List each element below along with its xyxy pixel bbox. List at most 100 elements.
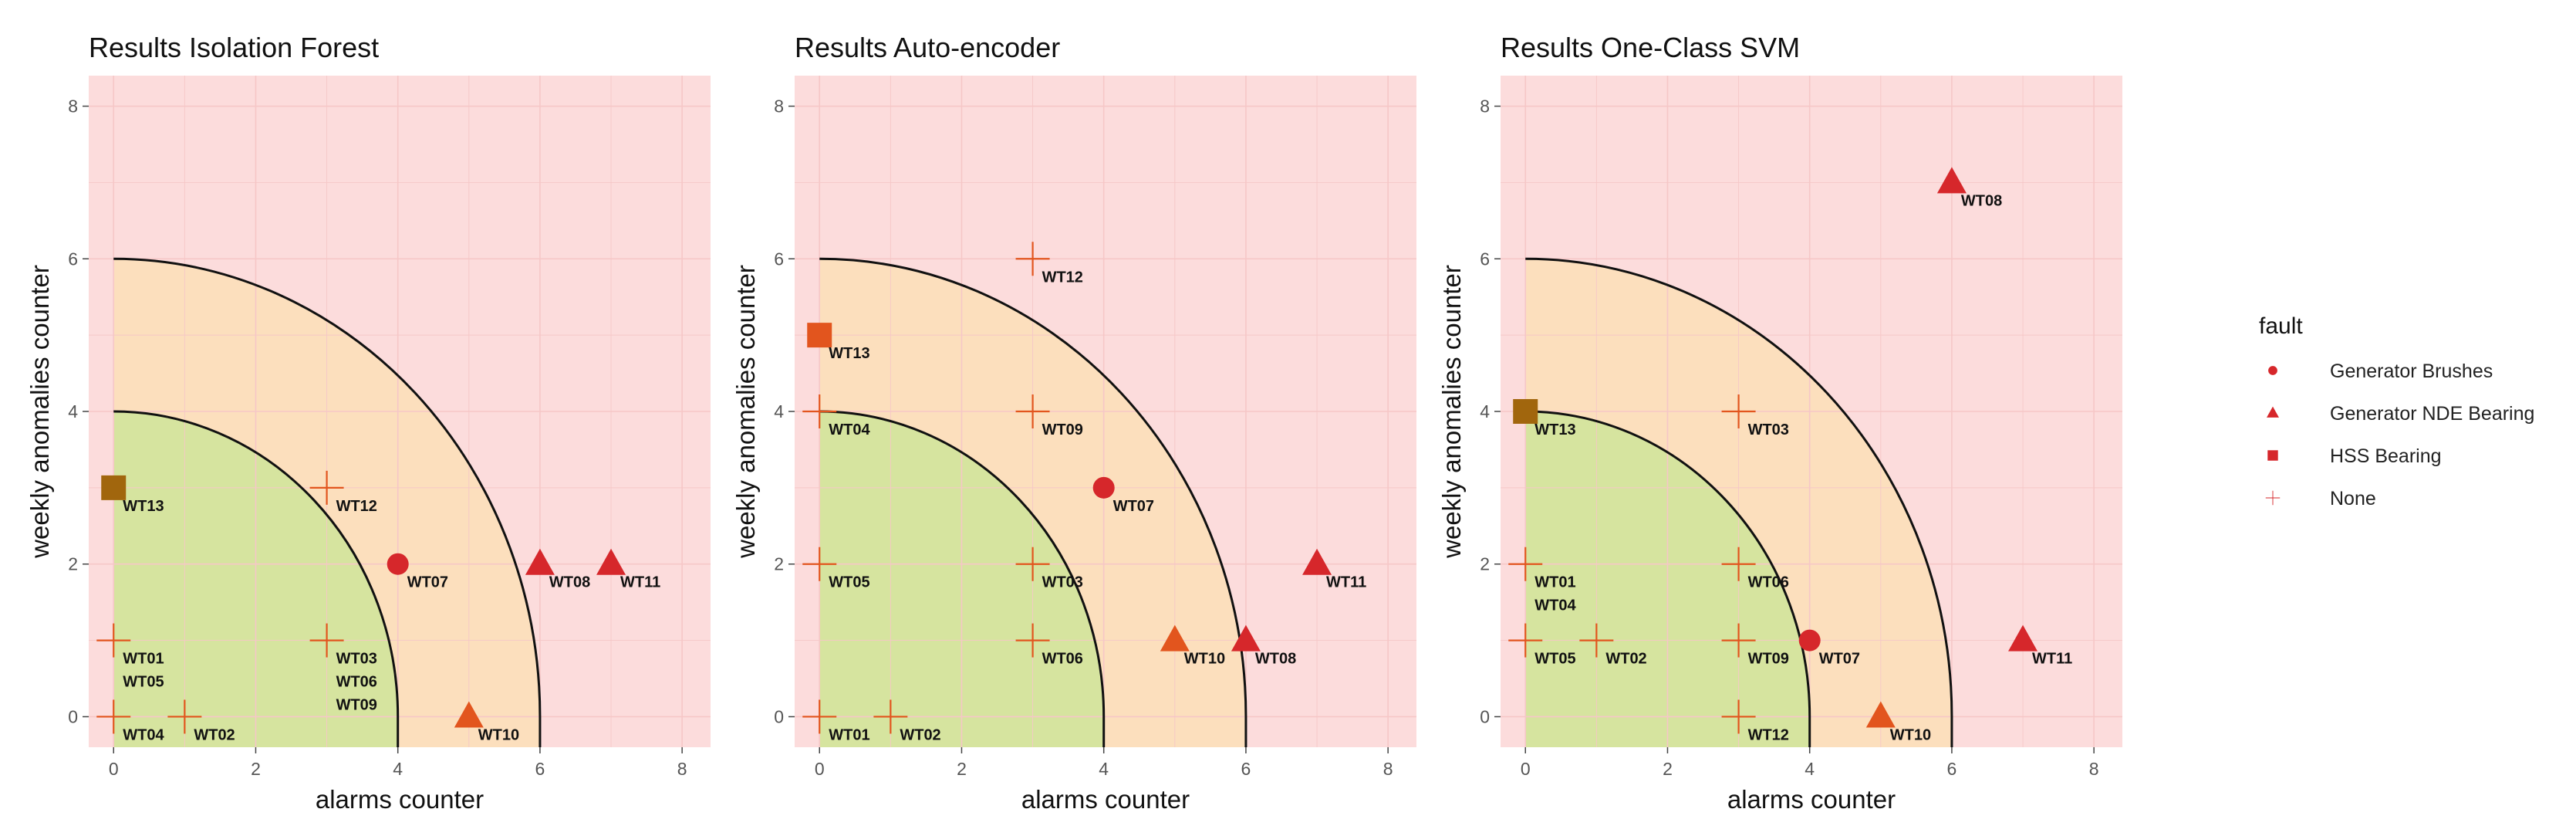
legend-marker-square [2267, 450, 2278, 461]
x-tick-label: 4 [393, 759, 403, 779]
x-axis-title: alarms counter [316, 785, 484, 814]
point-label: WT08 [1961, 192, 2002, 209]
point-label: WT05 [829, 574, 869, 591]
data-point-wt02: WT02 [1579, 623, 1647, 668]
y-tick-label: 6 [68, 249, 78, 269]
legend-marker-circle [2268, 366, 2277, 375]
x-axis-title: alarms counter [1021, 785, 1190, 814]
y-tick-label: 2 [1480, 554, 1490, 574]
point-marker-cross [1579, 623, 1614, 658]
data-point-wt02: WT02 [167, 699, 235, 743]
point-label: WT12 [1042, 269, 1083, 286]
point-marker-square [101, 475, 127, 500]
point-label: WT12 [1748, 726, 1789, 743]
boundary-outer-arc [819, 257, 1247, 747]
point-label: WT13 [1534, 421, 1575, 438]
data-point-wt03: WT03 [1721, 394, 1789, 438]
boundary-outer-arc [1525, 257, 1953, 747]
point-marker-triangle [596, 548, 626, 575]
x-tick-label: 0 [815, 759, 825, 779]
legend-item-none: None [2265, 488, 2376, 509]
x-tick-label: 2 [1663, 759, 1673, 779]
point-label: WT09 [1042, 421, 1083, 438]
point-marker-triangle [1160, 624, 1190, 652]
data-point-wt11: WT11 [1302, 548, 1366, 591]
point-label: WT11 [1326, 574, 1366, 591]
x-tick-label: 8 [2089, 759, 2099, 779]
panel-title: Results Isolation Forest [89, 32, 379, 63]
boundary-inner-arc [113, 410, 400, 747]
point-marker-cross [1015, 394, 1050, 428]
data-point-wt03-wt06-wt09: WT03 WT06 WT09 [309, 623, 377, 714]
x-tick-label: 0 [109, 759, 119, 779]
x-tick-label: 6 [1241, 759, 1251, 779]
panel-results-isolation-forest: WT13 WT12 WT07 WT08 WT11 WT01 WT05 WT03 WT06 WT09… [25, 32, 711, 814]
data-point-wt03: WT03 [1015, 547, 1083, 591]
point-label: WT01 [123, 651, 164, 668]
boundary-outer-arc [113, 257, 542, 747]
data-point-wt10: WT10 [1865, 701, 1931, 743]
y-tick-label: 0 [1480, 706, 1490, 726]
point-marker-cross [1015, 547, 1050, 581]
point-label: WT01 [1534, 574, 1575, 591]
panel-results-one-class-svm: WT08 WT13 WT03 WT01 WT04 WT06 WT05 WT02 WT09 WT07… [1437, 32, 2122, 814]
y-tick-label: 0 [68, 706, 78, 726]
data-point-wt01: WT01 [802, 699, 870, 743]
y-axis-title: weekly anomalies counter [731, 265, 760, 559]
point-label: WT06 [336, 674, 377, 691]
point-marker-cross [873, 699, 908, 734]
point-marker-square [807, 323, 832, 348]
y-tick-label: 6 [774, 249, 784, 269]
y-tick-label: 8 [1480, 96, 1490, 117]
legend-title: fault [2259, 313, 2303, 339]
point-marker-cross [1508, 623, 1543, 658]
point-marker-cross [802, 394, 837, 428]
point-marker-cross [96, 623, 131, 658]
legend-marker-cross [2265, 490, 2281, 506]
data-point-wt12: WT12 [1015, 242, 1083, 286]
x-tick-label: 6 [535, 759, 545, 779]
point-label: WT02 [900, 726, 940, 743]
plot-area: WT13 WT12 WT07 WT08 WT11 WT01 WT05 WT03 WT06 WT09… [89, 76, 711, 747]
data-point-wt09: WT09 [1015, 394, 1083, 438]
point-label: WT11 [2032, 651, 2072, 668]
x-tick-label: 2 [957, 759, 967, 779]
legend-marker-triangle [2267, 406, 2279, 418]
point-label: WT04 [1534, 597, 1576, 614]
point-label: WT07 [1819, 651, 1860, 668]
data-point-wt12: WT12 [309, 470, 377, 515]
point-marker-cross [1721, 699, 1756, 734]
data-point-wt08: WT08 [525, 548, 590, 591]
point-marker-square [1513, 399, 1538, 424]
point-label: WT12 [336, 498, 377, 515]
data-point-wt07: WT07 [1798, 629, 1860, 668]
boundary-inner-arc [819, 410, 1106, 747]
y-tick-label: 4 [68, 401, 78, 421]
axis-ticks: 0 2 4 6 8 0 2 4 6 8 [774, 96, 1393, 779]
point-label: WT07 [407, 574, 448, 591]
point-label: WT02 [1605, 651, 1646, 668]
point-marker-triangle [454, 701, 484, 728]
y-tick-label: 0 [774, 706, 784, 726]
y-axis-title: weekly anomalies counter [1437, 265, 1466, 559]
x-axis-title: alarms counter [1727, 785, 1896, 814]
legend-label: HSS Bearing [2330, 445, 2442, 467]
panel-title: Results Auto-encoder [795, 32, 1060, 63]
axis-ticks: 0 2 4 6 8 0 2 4 6 8 [68, 96, 687, 779]
y-tick-label: 2 [68, 554, 78, 574]
legend-label: Generator Brushes [2330, 360, 2493, 382]
point-marker-cross [309, 470, 344, 505]
legend-label: Generator NDE Bearing [2330, 403, 2534, 425]
point-label: WT11 [620, 574, 660, 591]
data-points: WT08 WT13 WT03 WT01 WT04 WT06 WT05 WT02 WT09 WT07… [1508, 167, 2072, 743]
legend-label: None [2330, 488, 2376, 509]
point-marker-circle [1092, 476, 1115, 499]
data-points: WT12 WT13 WT04 WT09 WT07 WT05 WT03 WT11 WT06 WT10… [802, 242, 1366, 743]
point-label: WT10 [1890, 726, 1931, 743]
point-label: WT01 [829, 726, 869, 743]
point-marker-circle [387, 553, 409, 575]
point-marker-cross [167, 699, 202, 734]
point-marker-triangle [1302, 548, 1332, 575]
point-label: WT13 [123, 498, 164, 515]
